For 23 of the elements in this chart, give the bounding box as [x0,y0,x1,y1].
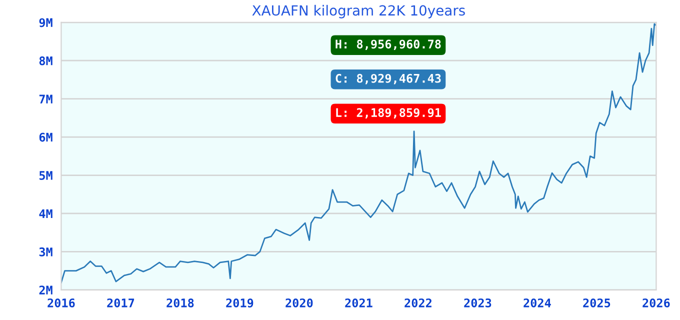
x-tick-label: 2018 [166,298,194,308]
x-tick-label: 2023 [464,298,492,308]
x-tick-label: 2017 [107,298,134,308]
x-tick-label: 2022 [404,298,432,308]
annotation: C: 8,929,467.43 [336,74,441,84]
x-tick-label: 2016 [48,298,75,308]
y-tick-label: 7M [39,94,52,104]
y-tick-label: 8M [39,56,52,66]
y-tick-label: 4M [39,209,52,218]
chart-title: XAUAFN kilogram 22K 10years [252,4,465,18]
x-tick-label: 2024 [524,298,551,308]
x-tick-label: 2020 [286,298,313,308]
x-tick-label: 2025 [583,298,610,308]
annotation: L: 2,189,859.91 [336,108,441,119]
x-tick-label: 2019 [226,298,254,308]
y-tick-label: 9M [39,18,52,28]
y-tick-label: 3M [39,247,52,256]
y-tick-label: 2M [39,286,52,294]
y-tick-label: 5M [39,171,52,180]
x-tick-label: 2021 [345,298,372,308]
annotation: H: 8,956,960.78 [336,40,441,50]
x-tick-label: 2026 [642,298,670,308]
y-tick-label: 6M [39,132,52,142]
